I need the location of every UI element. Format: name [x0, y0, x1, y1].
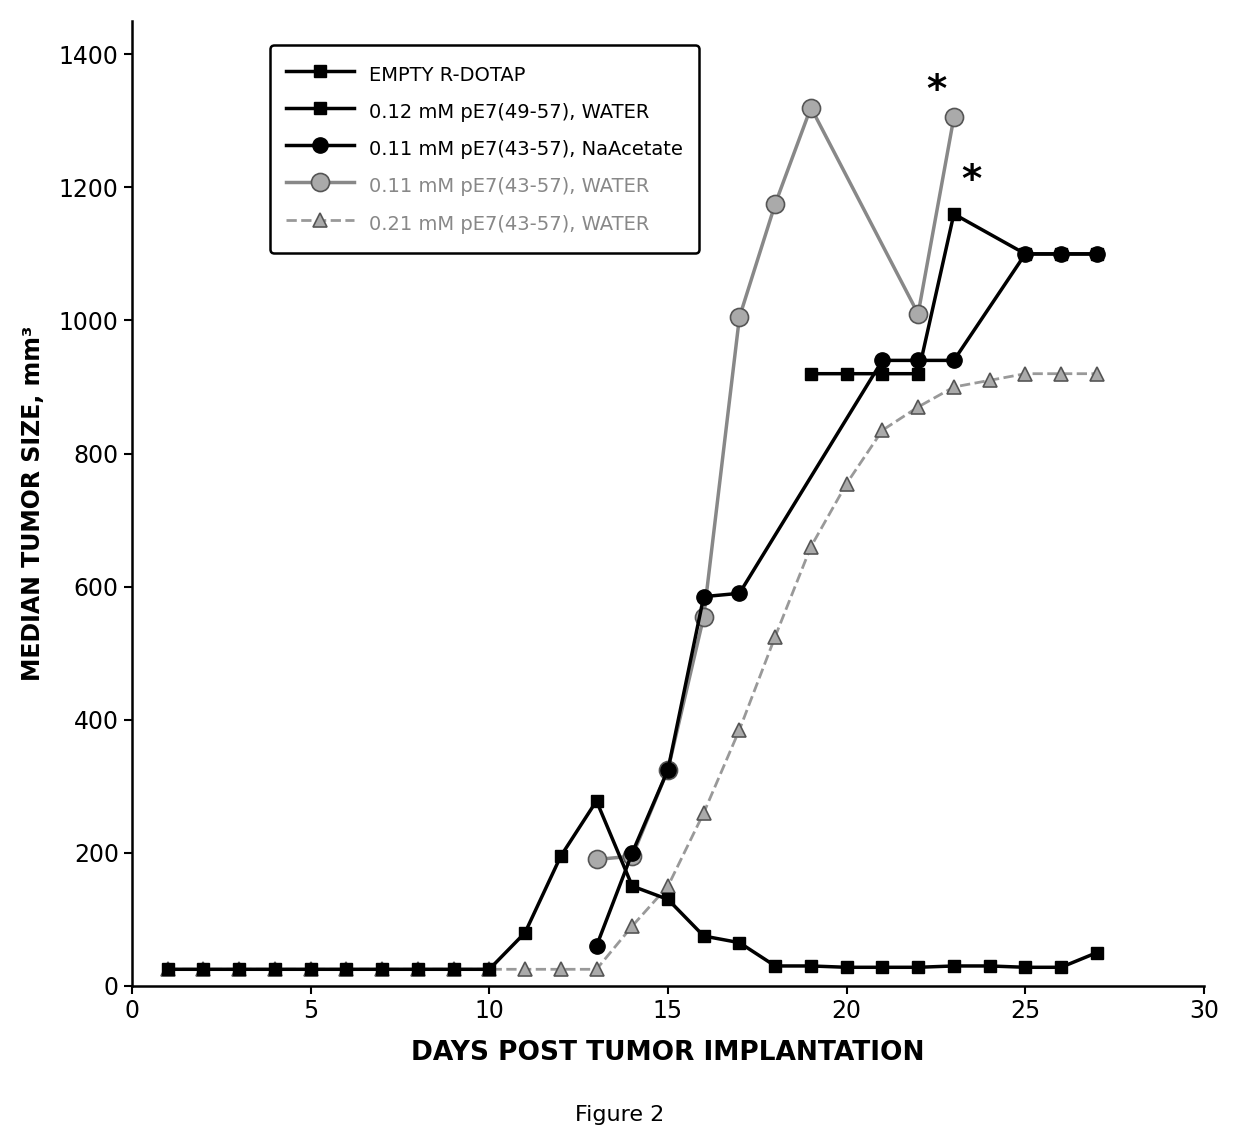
- EMPTY R-DOTAP: [1018, 960, 1033, 974]
- 0.11 mM pE7(43-57), NaAcetate: [910, 354, 925, 368]
- Y-axis label: MEDIAN TUMOR SIZE, mm³: MEDIAN TUMOR SIZE, mm³: [21, 325, 45, 681]
- 0.11 mM pE7(43-57), NaAcetate: [589, 939, 604, 953]
- Line: 0.11 mM pE7(43-57), NaAcetate: 0.11 mM pE7(43-57), NaAcetate: [589, 246, 1105, 954]
- 0.21 mM pE7(43-57), WATER: [339, 963, 353, 976]
- 0.21 mM pE7(43-57), WATER: [517, 963, 532, 976]
- 0.21 mM pE7(43-57), WATER: [232, 963, 247, 976]
- 0.21 mM pE7(43-57), WATER: [446, 963, 461, 976]
- 0.11 mM pE7(43-57), WATER: [625, 849, 640, 863]
- 0.12 mM pE7(49-57), WATER: [1018, 247, 1033, 261]
- 0.21 mM pE7(43-57), WATER: [697, 806, 712, 819]
- 0.11 mM pE7(43-57), NaAcetate: [661, 762, 676, 776]
- 0.11 mM pE7(43-57), WATER: [661, 762, 676, 776]
- 0.21 mM pE7(43-57), WATER: [625, 920, 640, 933]
- EMPTY R-DOTAP: [697, 930, 712, 943]
- EMPTY R-DOTAP: [768, 959, 782, 973]
- EMPTY R-DOTAP: [839, 960, 854, 974]
- EMPTY R-DOTAP: [804, 959, 818, 973]
- 0.21 mM pE7(43-57), WATER: [768, 629, 782, 643]
- 0.11 mM pE7(43-57), WATER: [768, 197, 782, 211]
- 0.11 mM pE7(43-57), NaAcetate: [946, 354, 961, 368]
- 0.21 mM pE7(43-57), WATER: [304, 963, 319, 976]
- 0.11 mM pE7(43-57), WATER: [732, 311, 746, 324]
- Text: Figure 2: Figure 2: [575, 1105, 665, 1125]
- 0.21 mM pE7(43-57), WATER: [160, 963, 175, 976]
- 0.11 mM pE7(43-57), WATER: [697, 610, 712, 624]
- EMPTY R-DOTAP: [1054, 960, 1069, 974]
- 0.21 mM pE7(43-57), WATER: [946, 380, 961, 394]
- 0.11 mM pE7(43-57), NaAcetate: [625, 846, 640, 859]
- EMPTY R-DOTAP: [732, 935, 746, 949]
- 0.12 mM pE7(49-57), WATER: [875, 366, 890, 380]
- EMPTY R-DOTAP: [982, 959, 997, 973]
- 0.11 mM pE7(43-57), NaAcetate: [875, 354, 890, 368]
- 0.21 mM pE7(43-57), WATER: [982, 373, 997, 387]
- 0.11 mM pE7(43-57), NaAcetate: [732, 586, 746, 600]
- 0.21 mM pE7(43-57), WATER: [804, 539, 818, 553]
- EMPTY R-DOTAP: [625, 880, 640, 893]
- EMPTY R-DOTAP: [268, 963, 283, 976]
- EMPTY R-DOTAP: [1090, 946, 1105, 959]
- 0.12 mM pE7(49-57), WATER: [946, 207, 961, 221]
- 0.12 mM pE7(49-57), WATER: [1054, 247, 1069, 261]
- EMPTY R-DOTAP: [304, 963, 319, 976]
- 0.11 mM pE7(43-57), NaAcetate: [1090, 247, 1105, 261]
- 0.11 mM pE7(43-57), WATER: [910, 307, 925, 321]
- EMPTY R-DOTAP: [374, 963, 389, 976]
- Line: 0.21 mM pE7(43-57), WATER: 0.21 mM pE7(43-57), WATER: [161, 366, 1104, 976]
- EMPTY R-DOTAP: [446, 963, 461, 976]
- 0.21 mM pE7(43-57), WATER: [553, 963, 568, 976]
- Line: EMPTY R-DOTAP: EMPTY R-DOTAP: [161, 794, 1104, 975]
- 0.21 mM pE7(43-57), WATER: [268, 963, 283, 976]
- 0.12 mM pE7(49-57), WATER: [839, 366, 854, 380]
- 0.21 mM pE7(43-57), WATER: [589, 963, 604, 976]
- Legend: EMPTY R-DOTAP, 0.12 mM pE7(49-57), WATER, 0.11 mM pE7(43-57), NaAcetate, 0.11 mM: EMPTY R-DOTAP, 0.12 mM pE7(49-57), WATER…: [270, 46, 699, 253]
- Text: *: *: [961, 162, 982, 199]
- EMPTY R-DOTAP: [946, 959, 961, 973]
- 0.11 mM pE7(43-57), NaAcetate: [1018, 247, 1033, 261]
- 0.21 mM pE7(43-57), WATER: [410, 963, 425, 976]
- 0.21 mM pE7(43-57), WATER: [1054, 366, 1069, 380]
- EMPTY R-DOTAP: [339, 963, 353, 976]
- 0.12 mM pE7(49-57), WATER: [804, 366, 818, 380]
- 0.21 mM pE7(43-57), WATER: [482, 963, 497, 976]
- 0.21 mM pE7(43-57), WATER: [1018, 366, 1033, 380]
- Text: *: *: [926, 72, 946, 110]
- EMPTY R-DOTAP: [661, 892, 676, 906]
- 0.11 mM pE7(43-57), WATER: [946, 110, 961, 124]
- 0.11 mM pE7(43-57), NaAcetate: [697, 589, 712, 603]
- X-axis label: DAYS POST TUMOR IMPLANTATION: DAYS POST TUMOR IMPLANTATION: [412, 1040, 925, 1066]
- 0.11 mM pE7(43-57), WATER: [589, 852, 604, 866]
- 0.11 mM pE7(43-57), NaAcetate: [1054, 247, 1069, 261]
- Line: 0.11 mM pE7(43-57), WATER: 0.11 mM pE7(43-57), WATER: [588, 99, 963, 868]
- EMPTY R-DOTAP: [232, 963, 247, 976]
- 0.21 mM pE7(43-57), WATER: [661, 880, 676, 893]
- EMPTY R-DOTAP: [589, 794, 604, 808]
- 0.21 mM pE7(43-57), WATER: [196, 963, 211, 976]
- EMPTY R-DOTAP: [160, 963, 175, 976]
- EMPTY R-DOTAP: [875, 960, 890, 974]
- 0.21 mM pE7(43-57), WATER: [374, 963, 389, 976]
- 0.12 mM pE7(49-57), WATER: [1090, 247, 1105, 261]
- EMPTY R-DOTAP: [553, 849, 568, 863]
- 0.11 mM pE7(43-57), WATER: [804, 100, 818, 114]
- 0.21 mM pE7(43-57), WATER: [875, 423, 890, 437]
- 0.21 mM pE7(43-57), WATER: [732, 723, 746, 736]
- Line: 0.12 mM pE7(49-57), WATER: 0.12 mM pE7(49-57), WATER: [805, 208, 1104, 380]
- 0.21 mM pE7(43-57), WATER: [839, 477, 854, 490]
- EMPTY R-DOTAP: [482, 963, 497, 976]
- 0.12 mM pE7(49-57), WATER: [910, 366, 925, 380]
- EMPTY R-DOTAP: [910, 960, 925, 974]
- 0.21 mM pE7(43-57), WATER: [910, 401, 925, 414]
- 0.21 mM pE7(43-57), WATER: [1090, 366, 1105, 380]
- EMPTY R-DOTAP: [196, 963, 211, 976]
- EMPTY R-DOTAP: [410, 963, 425, 976]
- EMPTY R-DOTAP: [517, 926, 532, 940]
